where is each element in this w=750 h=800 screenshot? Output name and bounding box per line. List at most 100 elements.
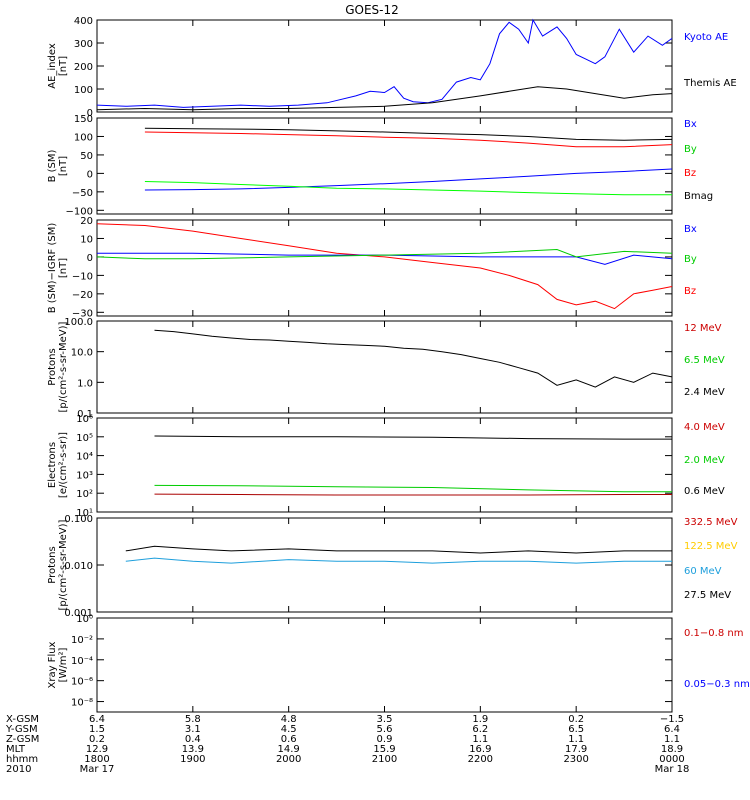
series-line — [144, 181, 672, 196]
legend-entry: 27.5 MeV — [684, 590, 731, 601]
y-tick-label: 1.0 — [77, 378, 93, 389]
y-axis-label: [nT] — [58, 258, 69, 278]
y-tick-label: 200 — [74, 62, 93, 73]
x-tick-label: 1.1 — [472, 734, 488, 745]
legend-entry: 12 MeV — [684, 323, 722, 334]
panel-frame — [96, 320, 673, 414]
x-tick-label: 1.5 — [89, 724, 105, 735]
y-tick-label: 10⁻⁸ — [71, 698, 93, 709]
legend-entry: Bx — [684, 119, 697, 130]
y-axis-label: Protons — [47, 546, 58, 583]
panel-bdiff: −30 −20 −10 0 10 20 B (SM)−IGRF (SM) [nT] Bx By Bz — [47, 216, 697, 319]
y-tick-label: 20 — [80, 216, 93, 227]
y-axis-label: [e/(cm²-s-sr)] — [58, 432, 69, 498]
x-tick-label: 0000 — [659, 754, 684, 765]
x-tick-label: 2300 — [563, 754, 588, 765]
y-tick-label: −20 — [72, 290, 93, 301]
y-tick-label: 50 — [80, 151, 93, 162]
x-tick-label: 1.1 — [568, 734, 584, 745]
series-line — [97, 252, 673, 265]
y-tick-label: 10.0 — [71, 348, 93, 359]
series-line — [144, 131, 673, 148]
panel-b: −100 −50 0 50 100 150 B (SM) [nT] Bx By Bz Bmag — [47, 114, 713, 217]
legend-entry: 332.5 MeV — [684, 517, 738, 528]
y-tick-label: 0 — [87, 253, 93, 264]
x-row-label: 2010 — [6, 764, 31, 775]
x-axis-labels: X-GSMY-GSMZ-GSMMLThhmm20106.41.50.212.91… — [5, 714, 689, 775]
legend-entry: 122.5 MeV — [684, 541, 738, 552]
x-row-label: MLT — [6, 744, 26, 755]
x-row-label: hhmm — [6, 754, 38, 765]
y-tick-label: −10 — [72, 271, 93, 282]
x-tick-label: 4.5 — [281, 724, 297, 735]
series-line — [154, 484, 672, 493]
y-tick-label: 10⁴ — [76, 452, 93, 463]
x-tick-label: 1900 — [180, 754, 205, 765]
series-line — [125, 545, 672, 554]
y-tick-label: 400 — [74, 16, 93, 27]
series-line — [144, 127, 673, 141]
series-line — [154, 329, 673, 388]
x-tick-label: 2000 — [276, 754, 301, 765]
legend-entry: Bx — [684, 224, 697, 235]
y-tick-label: 150 — [74, 114, 93, 125]
x-tick-label: 18.9 — [661, 744, 683, 755]
y-tick-label: 10⁵ — [76, 433, 93, 444]
y-tick-label: 10² — [76, 489, 93, 500]
y-axis-label: Electrons — [47, 442, 58, 488]
y-tick-label: 100 — [74, 85, 93, 96]
y-tick-label: 0.1 — [77, 409, 93, 420]
y-tick-label: 300 — [74, 39, 93, 50]
legend-entry: 0.1−0.8 nm — [684, 628, 743, 639]
x-tick-label: 0.2 — [568, 714, 584, 725]
panel-ae: 0 100 200 300 400 AE_index [nT] Kyoto AE Themis … — [47, 16, 737, 119]
y-tick-label: 0.100 — [64, 514, 93, 525]
x-tick-label: 17.9 — [565, 744, 587, 755]
x-tick-label: Mar 17 — [80, 764, 115, 775]
x-tick-label: 5.6 — [377, 724, 393, 735]
legend-entry: Themis AE — [683, 78, 737, 89]
y-tick-label: −50 — [72, 188, 93, 199]
y-tick-label: 0 — [87, 108, 93, 119]
y-axis-label: [W/m²] — [58, 647, 69, 682]
y-tick-label: 10⁻⁴ — [71, 656, 93, 667]
x-tick-label: 6.2 — [472, 724, 488, 735]
x-tick-label: 3.1 — [185, 724, 201, 735]
y-tick-label: 10⁶ — [76, 414, 93, 425]
y-axis-label: [nT] — [58, 156, 69, 176]
y-tick-label: 10¹ — [76, 508, 93, 519]
x-tick-label: 1.1 — [664, 734, 680, 745]
x-tick-label: 1800 — [84, 754, 109, 765]
panel-frame — [96, 219, 673, 317]
y-tick-label: 10 — [80, 234, 93, 245]
x-tick-label: 2200 — [468, 754, 493, 765]
panel-electrons: 10¹ 10² 10³ 10⁴ 10⁵ 10⁶ Electrons [e/(cm²-s-sr)… — [47, 414, 725, 519]
x-tick-label: 0.2 — [89, 734, 105, 745]
y-axis-label: [p/(cm²-s-sr-MeV)] — [58, 519, 69, 610]
legend-entry: 0.05−0.3 nm — [684, 679, 750, 690]
panel-frame — [96, 617, 673, 713]
y-tick-label: 100 — [74, 132, 93, 143]
x-row-label: Y-GSM — [5, 724, 38, 735]
x-tick-label: 5.8 — [185, 714, 201, 725]
y-axis-label: B (SM)−IGRF (SM) — [47, 223, 58, 314]
x-tick-label: 0.4 — [185, 734, 201, 745]
x-tick-label: 16.9 — [469, 744, 491, 755]
x-tick-label: 0.9 — [377, 734, 393, 745]
panel-frame — [96, 517, 673, 613]
legend-entry: 2.4 MeV — [684, 387, 725, 398]
y-tick-label: 0 — [87, 169, 93, 180]
legend-entry: 4.0 MeV — [684, 422, 725, 433]
x-tick-label: 6.4 — [89, 714, 105, 725]
y-axis-label: B (SM) — [47, 149, 58, 182]
y-tick-label: 0.001 — [64, 608, 93, 619]
x-tick-label: 3.5 — [377, 714, 393, 725]
y-tick-label: 10³ — [76, 470, 93, 481]
legend-entry: 0.6 MeV — [684, 486, 725, 497]
x-tick-label: 2100 — [372, 754, 397, 765]
series-line — [154, 493, 672, 496]
series-line — [96, 86, 673, 111]
legend-entry: Bz — [684, 168, 696, 179]
